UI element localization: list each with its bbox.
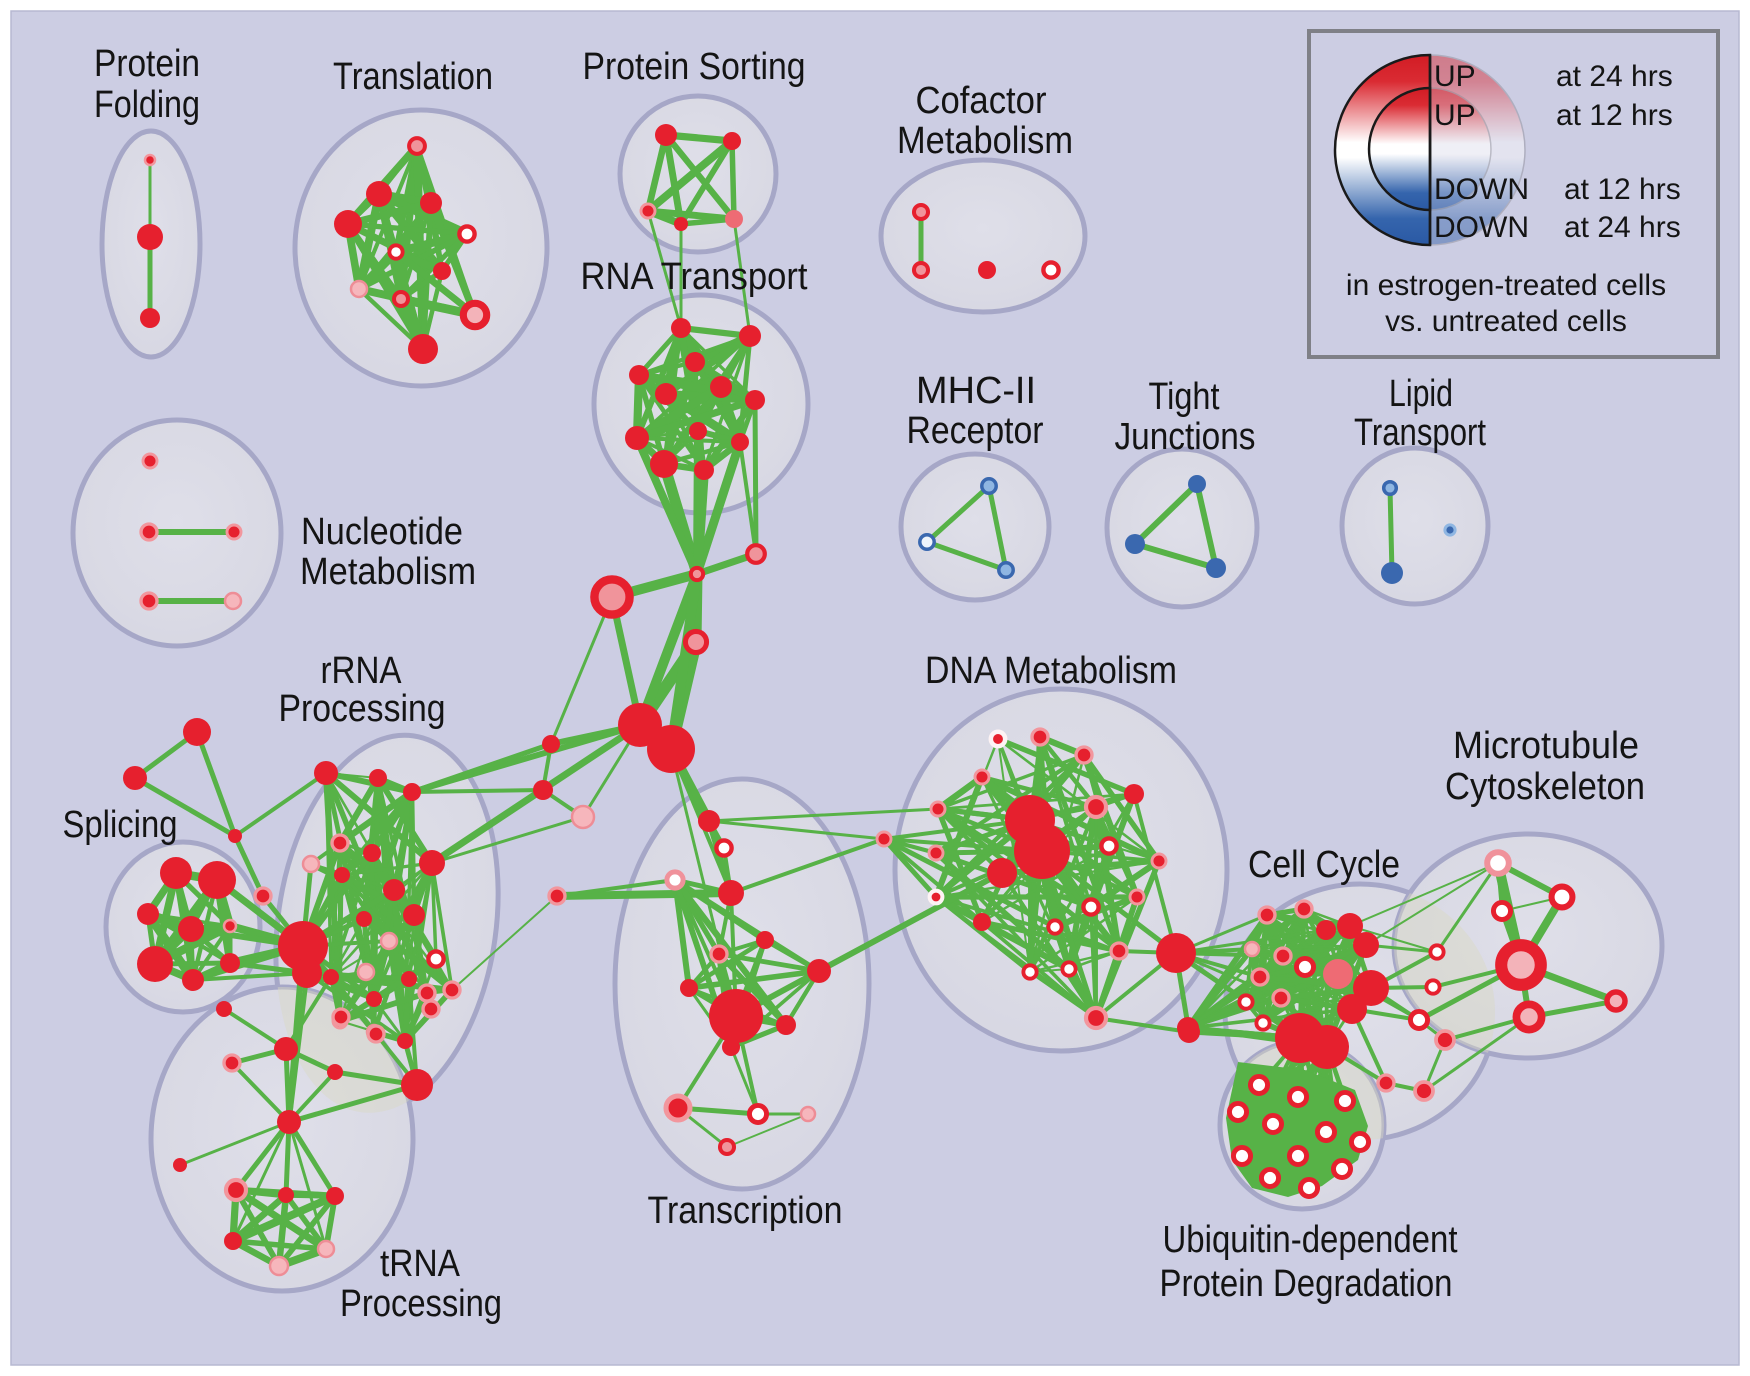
svg-text:Processing: Processing [279, 688, 446, 730]
svg-text:Cell Cycle: Cell Cycle [1248, 844, 1400, 886]
svg-text:UP: UP [1434, 60, 1476, 93]
svg-text:MHC-II: MHC-II [916, 370, 1036, 412]
svg-text:Cofactor: Cofactor [916, 80, 1047, 122]
svg-text:Metabolism: Metabolism [897, 120, 1073, 162]
svg-text:vs. untreated cells: vs. untreated cells [1385, 305, 1627, 338]
svg-text:at 12 hrs: at 12 hrs [1556, 99, 1673, 132]
svg-text:Metabolism: Metabolism [300, 551, 476, 593]
svg-text:rRNA: rRNA [321, 650, 403, 692]
svg-text:Folding: Folding [94, 84, 200, 126]
svg-text:Protein: Protein [94, 43, 200, 85]
svg-text:in estrogen-treated cells: in estrogen-treated cells [1346, 269, 1666, 302]
svg-text:tRNA: tRNA [380, 1243, 461, 1285]
svg-text:Transcription: Transcription [648, 1190, 843, 1232]
svg-text:Splicing: Splicing [63, 804, 178, 846]
svg-text:Protein Sorting: Protein Sorting [583, 46, 806, 88]
svg-text:at 24 hrs: at 24 hrs [1556, 60, 1673, 93]
svg-text:DOWN: DOWN [1434, 173, 1529, 206]
svg-text:Lipid: Lipid [1389, 373, 1453, 415]
svg-text:Transport: Transport [1354, 412, 1486, 454]
svg-text:Nucleotide: Nucleotide [301, 511, 463, 553]
svg-text:Ubiquitin-dependent: Ubiquitin-dependent [1163, 1219, 1458, 1261]
svg-text:DNA Metabolism: DNA Metabolism [925, 650, 1177, 692]
svg-text:RNA Transport: RNA Transport [581, 256, 808, 298]
svg-text:Translation: Translation [333, 56, 493, 98]
svg-text:Processing: Processing [340, 1283, 502, 1325]
svg-text:Protein Degradation: Protein Degradation [1160, 1263, 1453, 1305]
svg-text:Cytoskeleton: Cytoskeleton [1445, 766, 1645, 808]
svg-text:at 12 hrs: at 12 hrs [1564, 173, 1681, 206]
svg-text:Receptor: Receptor [907, 410, 1044, 452]
svg-text:Tight: Tight [1149, 376, 1220, 418]
svg-text:Microtubule: Microtubule [1453, 725, 1639, 767]
svg-text:DOWN: DOWN [1434, 211, 1529, 244]
svg-text:UP: UP [1434, 99, 1476, 132]
svg-text:Junctions: Junctions [1115, 416, 1256, 458]
svg-text:at 24 hrs: at 24 hrs [1564, 211, 1681, 244]
